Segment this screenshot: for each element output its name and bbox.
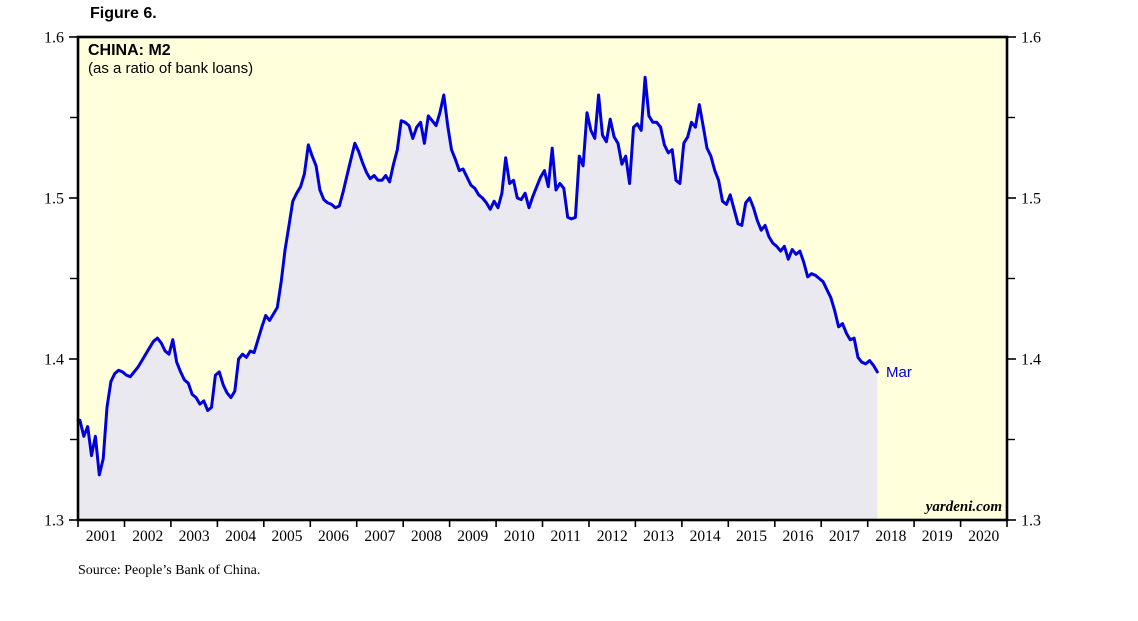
- x-axis-year-label: 2013: [643, 528, 674, 545]
- y-axis-label-right: 1.3: [1021, 513, 1041, 530]
- chart-title: CHINA: M2: [88, 42, 171, 59]
- x-axis-year-label: 2006: [318, 528, 349, 545]
- x-axis-year-label: 2002: [132, 528, 163, 545]
- figure-label: Figure 6.: [90, 5, 157, 22]
- x-axis-year-label: 2009: [457, 528, 488, 545]
- y-axis-label-left: 1.6: [44, 30, 64, 47]
- y-axis-label-right: 1.5: [1021, 191, 1041, 208]
- x-axis-year-label: 2015: [736, 528, 767, 545]
- series-end-month-label: Mar: [886, 364, 912, 381]
- x-axis-year-label: 2003: [179, 528, 210, 545]
- x-axis-year-label: 2020: [968, 528, 999, 545]
- area-under-line: [78, 77, 878, 521]
- x-axis-year-label: 2005: [272, 528, 303, 545]
- y-axis-label-right: 1.6: [1021, 30, 1041, 47]
- x-axis-year-label: 2008: [411, 528, 442, 545]
- x-axis-year-label: 2001: [86, 528, 117, 545]
- x-axis-year-label: 2014: [690, 528, 721, 545]
- source-note: Source: People’s Bank of China.: [78, 563, 261, 578]
- chart-title-block: CHINA: M2 (as a ratio of bank loans): [88, 41, 253, 78]
- x-axis-year-label: 2016: [783, 528, 814, 545]
- x-axis-year-label: 2012: [597, 528, 628, 545]
- x-axis-year-label: 2017: [829, 528, 860, 545]
- y-axis-label-left: 1.4: [44, 352, 64, 369]
- x-axis-year-label: 2007: [364, 528, 395, 545]
- x-axis-year-label: 2011: [550, 528, 580, 545]
- x-axis-year-label: 2019: [922, 528, 953, 545]
- y-axis-label-right: 1.4: [1021, 352, 1041, 369]
- yardeni-watermark: yardeni.com: [925, 499, 1002, 515]
- x-axis-year-label: 2010: [504, 528, 535, 545]
- y-axis-label-left: 1.3: [44, 513, 64, 530]
- x-axis-year-label: 2018: [875, 528, 906, 545]
- y-axis-label-left: 1.5: [44, 191, 64, 208]
- m2-ratio-line: [76, 75, 879, 477]
- x-axis-year-label: 2004: [225, 528, 256, 545]
- chart-subtitle: (as a ratio of bank loans): [88, 60, 254, 77]
